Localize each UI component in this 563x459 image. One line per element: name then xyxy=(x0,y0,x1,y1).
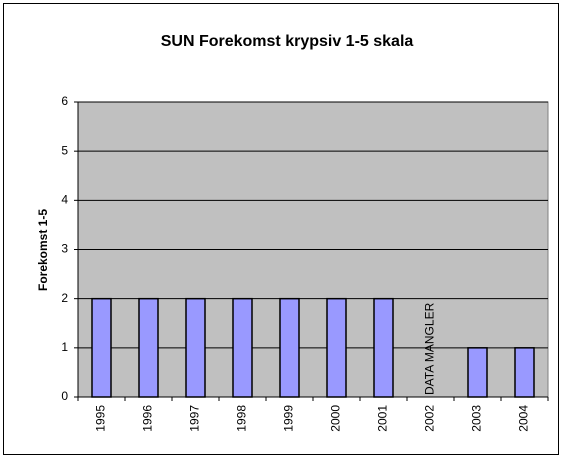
x-tick-label: 2002 xyxy=(423,405,437,432)
y-axis-label: Forekomst 1-5 xyxy=(36,209,50,291)
x-tick-label: 2004 xyxy=(517,405,531,432)
x-tick-label: 1999 xyxy=(282,405,296,432)
bar xyxy=(514,347,535,398)
bar xyxy=(138,297,159,398)
y-tick-label: 1 xyxy=(61,340,68,354)
x-tick-label: 1998 xyxy=(235,405,249,432)
bar xyxy=(279,297,300,398)
y-tick-label: 4 xyxy=(61,193,68,207)
bar xyxy=(232,297,253,398)
y-tick-label: 2 xyxy=(61,291,68,305)
bar xyxy=(91,297,112,398)
y-tick-label: 6 xyxy=(61,94,68,108)
y-tick-label: 0 xyxy=(61,389,68,403)
x-tick-label: 1997 xyxy=(188,405,202,432)
annotation: DATA MANGLER xyxy=(423,302,437,395)
x-tick-label: 1995 xyxy=(94,405,108,432)
x-tick-label: 2000 xyxy=(329,405,343,432)
x-tick-label: 1996 xyxy=(141,405,155,432)
x-tick-label: 2001 xyxy=(376,405,390,432)
y-tick-label: 5 xyxy=(61,143,68,157)
x-tick-label: 2003 xyxy=(470,405,484,432)
bar xyxy=(185,297,206,398)
bar xyxy=(467,347,488,398)
bar xyxy=(326,297,347,398)
chart-title: SUN Forekomst krypsiv 1-5 skala xyxy=(161,33,414,50)
y-tick-label: 3 xyxy=(61,242,68,256)
bar xyxy=(373,297,394,398)
